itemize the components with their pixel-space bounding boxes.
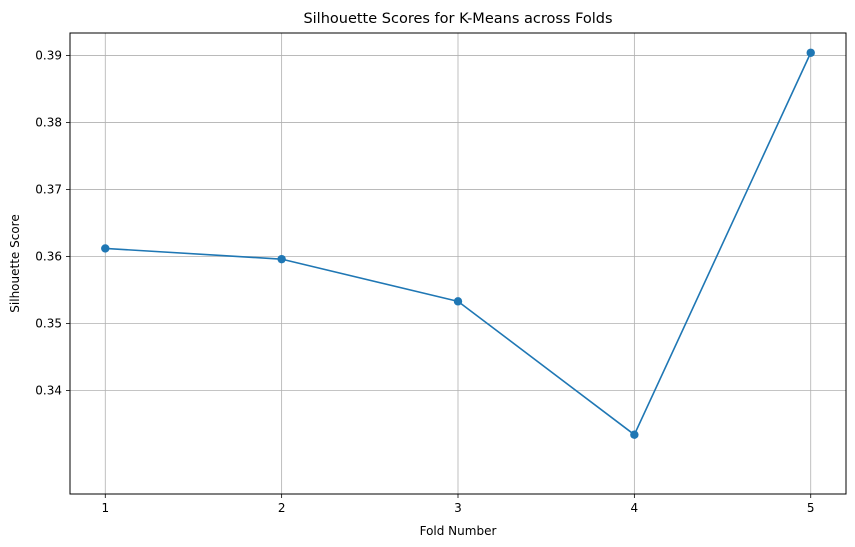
y-tick-label: 0.35 [35, 316, 62, 330]
x-tick-label: 1 [101, 501, 109, 515]
y-axis-label: Silhouette Score [8, 214, 22, 312]
data-point [277, 254, 286, 264]
x-axis-label: Fold Number [420, 524, 497, 538]
y-tick-label: 0.36 [35, 249, 62, 263]
chart-title: Silhouette Scores for K-Means across Fol… [303, 11, 612, 27]
y-tick-label: 0.34 [35, 383, 62, 397]
y-axis: 0.34 0.35 0.36 0.37 0.38 0.39 [35, 48, 70, 397]
data-point [101, 244, 110, 253]
x-axis: 1 2 3 4 5 [101, 494, 815, 515]
series-group [101, 48, 815, 439]
grid-lines [70, 33, 846, 494]
y-tick-label: 0.37 [35, 182, 62, 196]
x-tick-label: 2 [278, 501, 286, 515]
x-tick-label: 4 [631, 501, 639, 515]
data-point [630, 430, 639, 439]
y-tick-label: 0.39 [35, 48, 62, 62]
y-tick-label: 0.38 [35, 115, 62, 129]
data-point [806, 48, 815, 57]
x-tick-label: 5 [807, 501, 815, 515]
data-point [453, 297, 463, 306]
x-tick-label: 3 [454, 501, 462, 515]
